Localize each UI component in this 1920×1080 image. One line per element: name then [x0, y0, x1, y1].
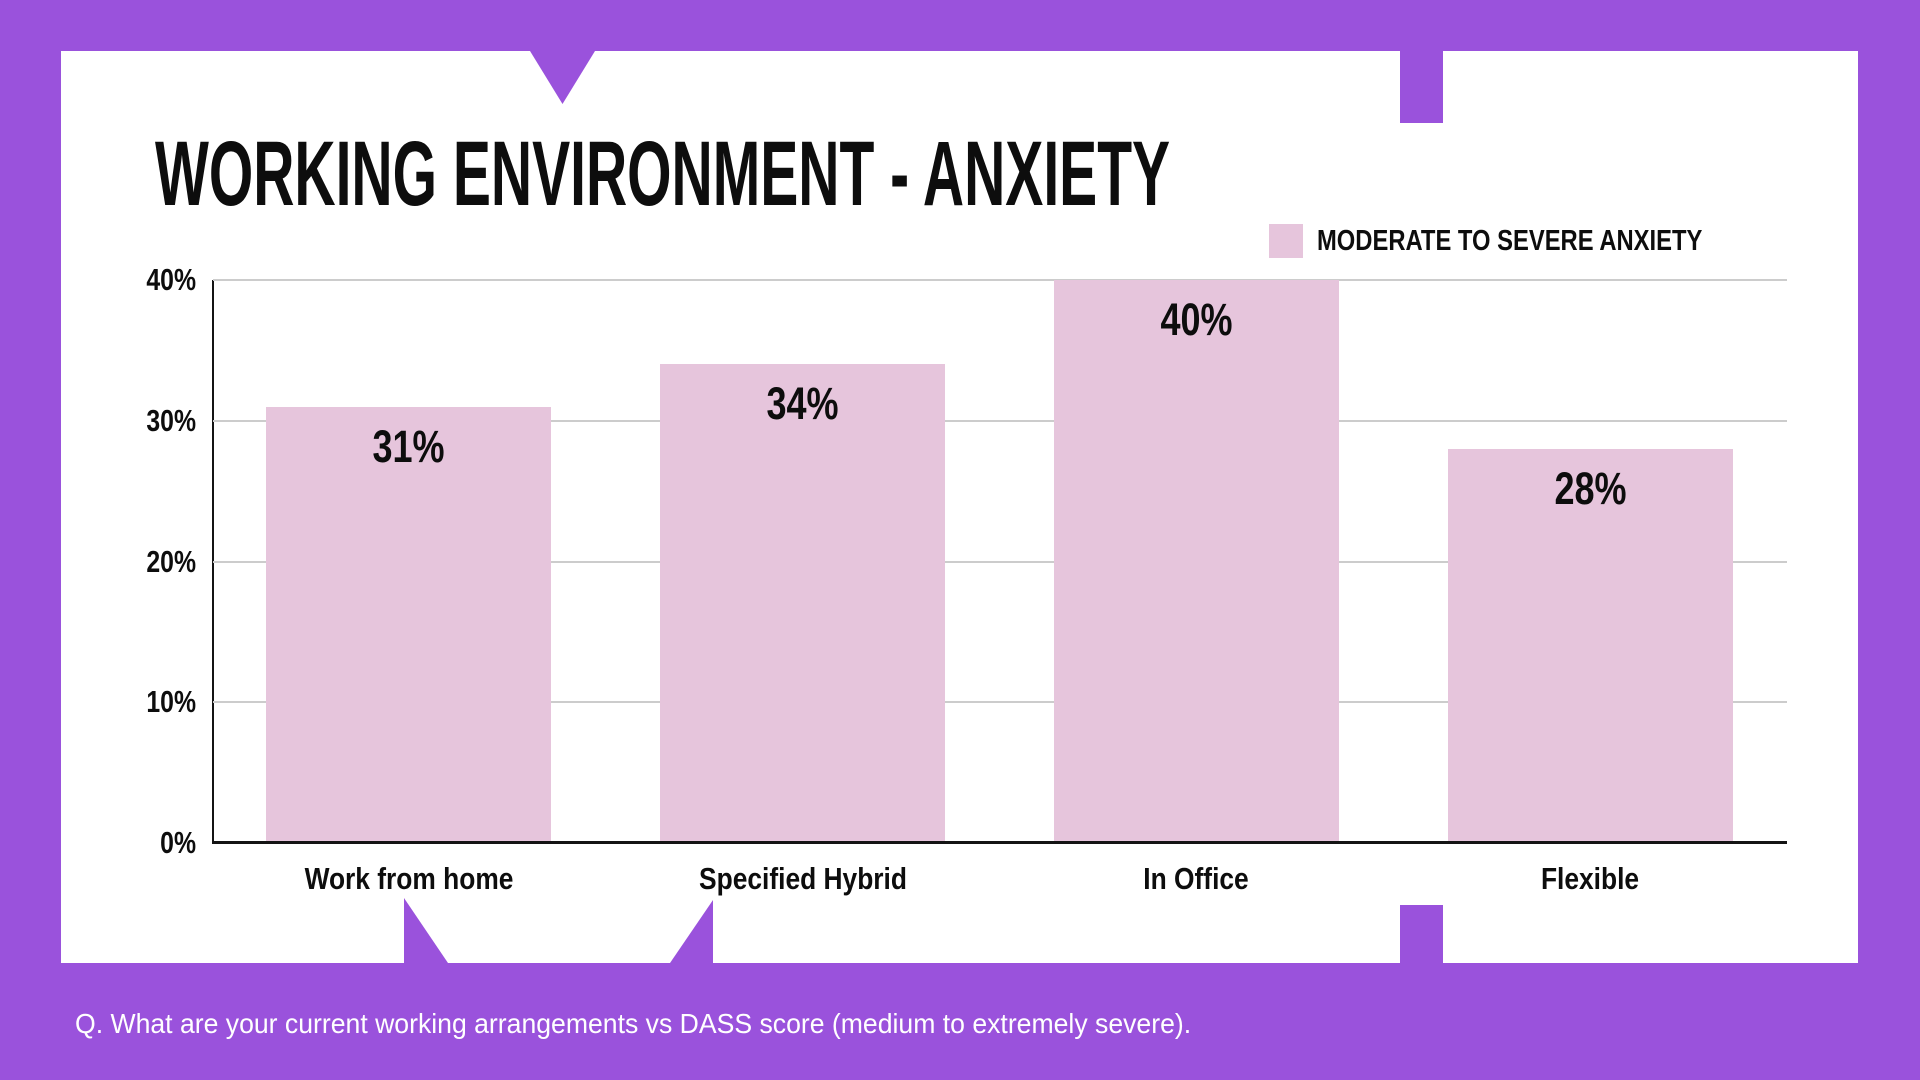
bar-in-office: 40% [1053, 280, 1339, 843]
x-axis-category-label: Flexible [1541, 861, 1640, 896]
survey-question-caption: Q. What are your current working arrange… [75, 1008, 1192, 1039]
bar-work-from-home: 31% [266, 406, 552, 843]
bar-value-label: 40% [1160, 294, 1233, 345]
y-axis-tick-label: 40% [146, 262, 196, 297]
y-axis-tick-label: 30% [146, 402, 196, 438]
bar-value-label: 34% [766, 378, 839, 430]
x-axis-baseline [212, 841, 1787, 844]
bar-flexible: 28% [1447, 448, 1733, 843]
gridline-40 [213, 279, 1787, 281]
gridline-10 [213, 701, 1787, 704]
legend: MODERATE TO SEVERE ANXIETY [1269, 224, 1787, 258]
x-axis-category-label: In Office [1143, 861, 1250, 896]
x-axis-category-label: Work from home [304, 861, 514, 896]
bar-value-label: 28% [1554, 462, 1627, 514]
y-axis-tick-label: 10% [146, 684, 196, 720]
x-axis-category-label: Specified Hybrid [698, 861, 907, 896]
bar-value-label: 31% [372, 420, 445, 472]
top-right-tab-decoration [1400, 51, 1443, 123]
gridline-30 [213, 419, 1787, 422]
y-axis-tick-label: 0% [160, 825, 196, 860]
chart-title: WORKING ENVIRONMENT - ANXIETY [155, 123, 1171, 225]
bar-specified-hybrid: 34% [660, 364, 946, 843]
legend-color-swatch [1269, 224, 1304, 258]
y-axis-tick-label: 20% [146, 543, 196, 579]
bottom-right-tab-decoration [1400, 905, 1443, 963]
gridline-20 [213, 560, 1787, 563]
legend-label: MODERATE TO SEVERE ANXIETY [1317, 224, 1703, 257]
